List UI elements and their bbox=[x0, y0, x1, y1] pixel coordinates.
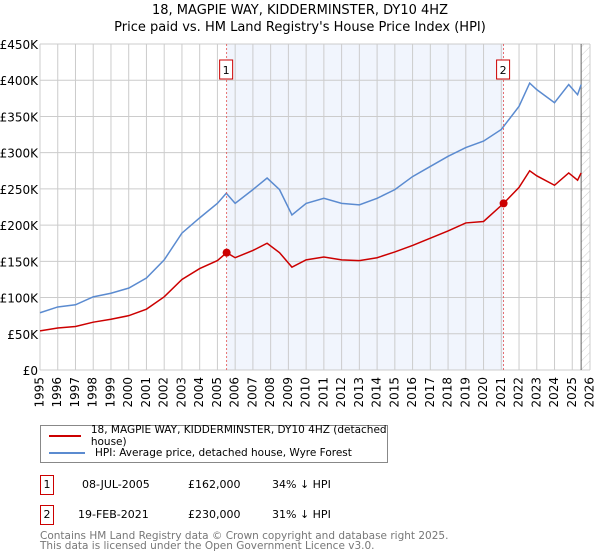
x-tick-label: 2013 bbox=[352, 377, 366, 408]
legend-swatch-red bbox=[49, 435, 81, 437]
sale-price: £230,000 bbox=[188, 508, 241, 521]
x-tick-label: 1996 bbox=[50, 377, 64, 408]
sale-label-box bbox=[219, 59, 234, 80]
x-tick-label: 1995 bbox=[33, 377, 47, 408]
future-hatch bbox=[581, 44, 590, 370]
legend-label-property: 18, MAGPIE WAY, KIDDERMINSTER, DY10 4HZ … bbox=[90, 424, 387, 448]
sale-date: 08-JUL-2005 bbox=[82, 478, 150, 491]
x-tick-label: 2019 bbox=[458, 377, 472, 408]
sale-number: 1 bbox=[40, 475, 54, 495]
legend: 18, MAGPIE WAY, KIDDERMINSTER, DY10 4HZ … bbox=[40, 424, 388, 463]
x-tick-label: 2006 bbox=[228, 377, 242, 408]
x-tick-label: 2007 bbox=[245, 377, 259, 408]
x-tick-label: 2015 bbox=[387, 377, 401, 408]
legend-swatch-blue bbox=[49, 452, 85, 454]
y-tick-label: £300K bbox=[0, 147, 39, 161]
price-chart: 1 2 £0 £50K £100K £150K £200K £250K £300K £350K £4… bbox=[0, 38, 597, 408]
sale-number: 2 bbox=[40, 505, 54, 525]
x-tick-label: 2005 bbox=[210, 377, 224, 408]
x-tick-label: 2010 bbox=[299, 377, 313, 408]
x-tick-label: 2022 bbox=[512, 377, 526, 408]
y-tick-label: £450K bbox=[0, 38, 39, 52]
chart-title: 18, MAGPIE WAY, KIDDERMINSTER, DY10 4HZ bbox=[152, 3, 448, 18]
x-tick-label: 2000 bbox=[121, 377, 135, 408]
legend-label-hpi: HPI: Average price, detached house, Wyre… bbox=[95, 447, 352, 459]
sale-label-box bbox=[496, 59, 511, 80]
legend-item-property: 18, MAGPIE WAY, KIDDERMINSTER, DY10 4HZ … bbox=[49, 424, 387, 448]
sale-hpi-diff: 31% ↓ HPI bbox=[272, 508, 331, 521]
x-tick-label: 2003 bbox=[174, 377, 188, 408]
x-tick-label: 2002 bbox=[157, 377, 171, 408]
x-tick-label: 2011 bbox=[316, 377, 330, 408]
y-tick-label: £350K bbox=[0, 110, 39, 124]
x-tick-label: 1998 bbox=[86, 377, 100, 408]
x-tick-label: 2026 bbox=[583, 377, 597, 408]
x-tick-label: 2021 bbox=[494, 377, 508, 408]
sale-label: 1 bbox=[223, 64, 230, 77]
x-tick-label: 2024 bbox=[547, 377, 561, 408]
x-tick-label: 2014 bbox=[370, 377, 384, 408]
x-tick-label: 2004 bbox=[192, 377, 206, 408]
y-tick-label: £200K bbox=[0, 219, 39, 233]
footer-line-1: Contains HM Land Registry data © Crown c… bbox=[40, 530, 449, 542]
y-tick-label: £250K bbox=[0, 183, 39, 197]
sale-label: 2 bbox=[500, 64, 507, 77]
sale-date: 19-FEB-2021 bbox=[78, 508, 149, 521]
sale-price: £162,000 bbox=[188, 478, 241, 491]
x-tick-label: 2016 bbox=[405, 377, 419, 408]
y-tick-label: £400K bbox=[0, 74, 39, 88]
footer: Contains HM Land Registry data © Crown c… bbox=[40, 530, 449, 552]
y-tick-label: £50K bbox=[7, 328, 39, 342]
x-tick-label: 2001 bbox=[139, 377, 153, 408]
y-tick-label: £0 bbox=[23, 364, 38, 378]
sale-point bbox=[499, 199, 508, 208]
footer-line-2: This data is licensed under the Open Gov… bbox=[40, 540, 375, 552]
x-tick-label: 2017 bbox=[423, 377, 437, 408]
y-tick-label: £150K bbox=[0, 255, 39, 269]
chart-subtitle: Price paid vs. HM Land Registry's House … bbox=[114, 20, 486, 35]
y-tick-label: £100K bbox=[0, 292, 39, 306]
x-tick-label: 2012 bbox=[334, 377, 348, 408]
x-tick-label: 2025 bbox=[565, 377, 579, 408]
x-tick-label: 2008 bbox=[263, 377, 277, 408]
x-tick-label: 1997 bbox=[68, 377, 82, 408]
legend-item-hpi: HPI: Average price, detached house, Wyre… bbox=[49, 445, 352, 461]
x-tick-label: 2018 bbox=[441, 377, 455, 408]
series-line bbox=[39, 169, 582, 332]
series-line bbox=[39, 81, 582, 314]
sale-hpi-diff: 34% ↓ HPI bbox=[272, 478, 331, 491]
sale-period-shading bbox=[226, 44, 504, 370]
x-tick-label: 2009 bbox=[281, 377, 295, 408]
x-tick-label: 1999 bbox=[103, 377, 117, 408]
x-tick-label: 2020 bbox=[476, 377, 490, 408]
x-tick-label: 2023 bbox=[529, 377, 543, 408]
sale-point bbox=[222, 248, 231, 257]
